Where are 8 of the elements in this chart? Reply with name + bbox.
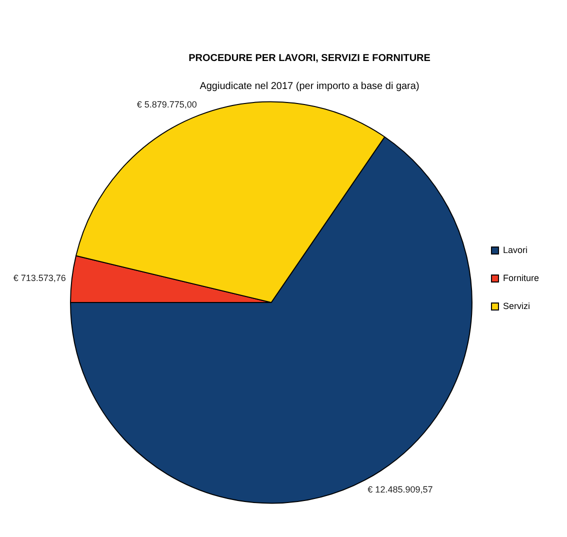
data-label: € 12.485.909,57: [368, 484, 433, 494]
legend-label: Forniture: [502, 272, 539, 283]
chart-subtitle: Aggiudicate nel 2017 (per importo a base di gara): [200, 80, 420, 92]
legend-label: Servizi: [502, 300, 530, 311]
legend-label: Lavori: [502, 244, 528, 255]
data-label: € 5.879.775,00: [136, 100, 197, 110]
chart-title: PROCEDURE PER LAVORI, SERVIZI E FORNITURE: [188, 52, 431, 64]
data-label: € 713.573,76: [13, 272, 66, 283]
